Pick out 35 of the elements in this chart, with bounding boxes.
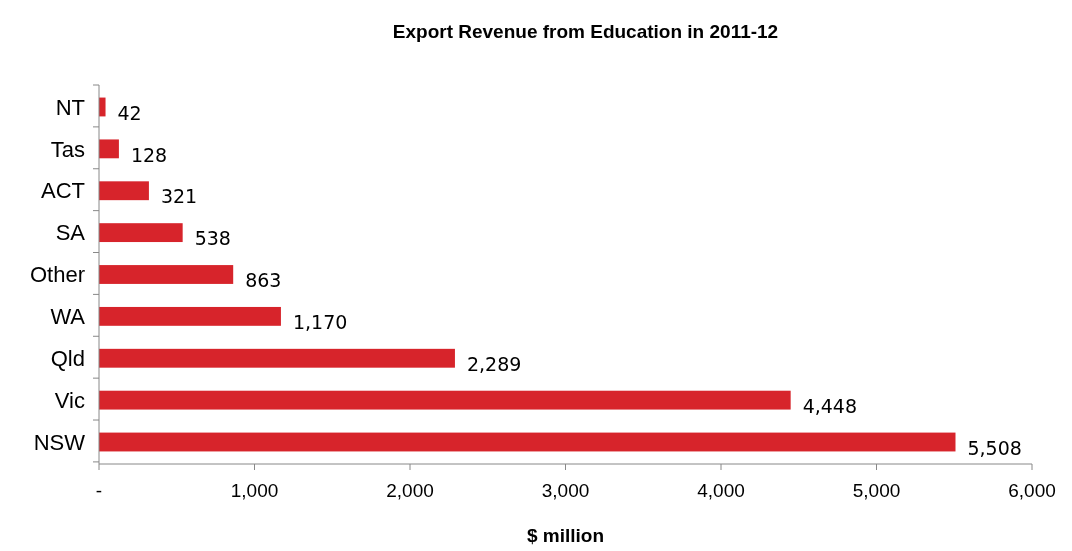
data-label: 1,170 (292, 311, 348, 334)
bar (99, 223, 183, 243)
y-tick-label: Other (29, 262, 85, 288)
y-tick-label: SA (55, 220, 86, 246)
data-label: 2,289 (466, 352, 522, 375)
bar (99, 390, 791, 410)
data-label: 128 (130, 143, 168, 166)
bar (99, 348, 455, 368)
data-label: 538 (194, 227, 231, 250)
data-label: 4,448 (802, 394, 858, 417)
x-axis-title: $ million (526, 525, 605, 546)
bar (99, 139, 119, 159)
bar (99, 432, 956, 452)
y-tick-label: Tas (50, 136, 85, 162)
y-tick-label: WA (50, 304, 86, 330)
y-tick-label: ACT (41, 178, 85, 204)
x-tick-label: 2,000 (386, 480, 434, 501)
x-tick-label: - (95, 480, 103, 501)
data-label: 5,508 (967, 436, 1022, 459)
bar (99, 181, 149, 201)
x-tick-label: 6,000 (1008, 480, 1056, 501)
data-label: 42 (117, 101, 142, 124)
data-label: 863 (245, 269, 282, 292)
bar (99, 306, 281, 326)
y-tick-label: Vic (54, 387, 85, 413)
data-label: 321 (160, 185, 198, 208)
x-tick-label: 3,000 (541, 480, 590, 501)
bar (99, 265, 234, 284)
y-tick-label: NSW (33, 429, 86, 455)
y-tick-label: NT (55, 94, 85, 120)
y-tick-label: Qld (50, 345, 85, 371)
x-tick-label: 5,000 (852, 480, 901, 501)
chart-title: Export Revenue from Education in 2011-12 (392, 21, 779, 42)
x-tick-label: 4,000 (697, 480, 745, 501)
x-tick-label: 1,000 (230, 480, 279, 501)
